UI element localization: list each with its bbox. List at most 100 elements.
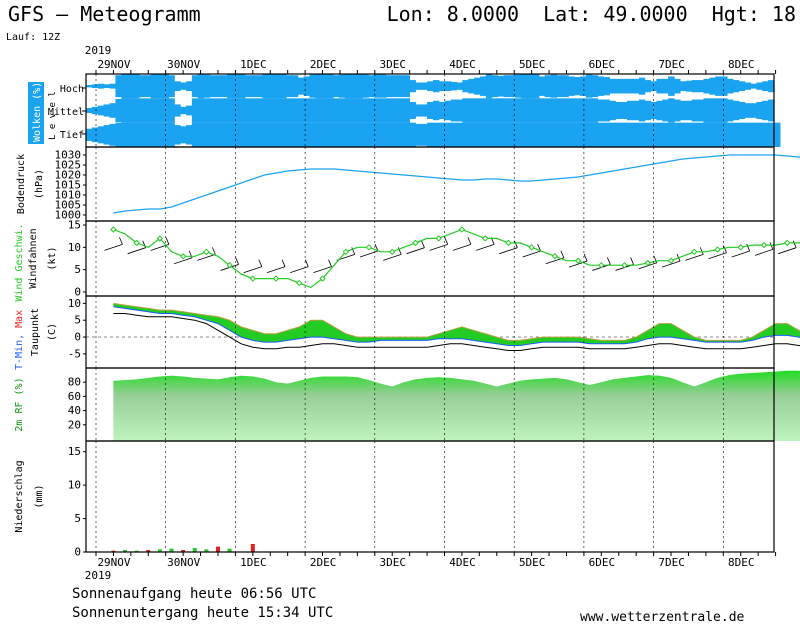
cloud-cell [744,82,752,90]
wind-barb [499,247,518,255]
cloud-cell [233,74,240,99]
wind-barb [173,257,193,265]
dewpoint-line [113,313,800,351]
cloud-cell [715,122,722,147]
wind-barb [792,240,797,248]
cloud-cell [380,74,387,98]
cloud-cell [462,98,469,123]
cloud-cell [180,82,187,90]
cloud-cell [597,122,605,147]
precip-bar [227,548,232,552]
cloud-cell [750,103,757,118]
cloud-cell [568,98,575,123]
cloud-cell [156,98,164,123]
cloud-cell [380,122,387,147]
cloud-cell [168,75,175,98]
cloud-cell [521,98,528,123]
day-label-bottom: 30NOV [167,556,200,569]
cloud-cell [138,122,146,147]
cloud-cell [768,99,775,122]
cloud-cell [109,83,117,89]
cloud-cell [332,122,340,147]
cloud-cell [468,98,475,123]
y-tick-label: 80 [68,376,81,389]
day-label-top: 8DEC [728,58,755,71]
cloud-cell [497,98,505,123]
day-label-top: 7DEC [658,58,685,71]
wind-speed-marker [389,248,396,256]
y-tick-label: 60 [68,390,81,403]
wind-speed-marker [365,244,373,251]
y-tick-label: 20 [68,418,81,431]
y-tick-label: 5 [74,263,81,276]
wind-speed-marker [737,244,744,251]
cloud-cell [209,122,216,147]
wind-barb [211,247,216,255]
cloud-cell [327,74,334,99]
cloud-cell [538,98,546,123]
pressure-frame [85,146,775,222]
wind-barb [754,248,774,256]
cloud-cell [356,122,363,147]
day-label-top: 2DEC [310,58,337,71]
day-label-top: 30NOV [167,58,200,71]
cloud-cell [127,122,134,147]
cloud-cell [197,122,205,147]
cloud-cell [721,76,728,96]
cloud-cell [456,99,463,122]
day-label-bottom: 3DEC [380,556,407,569]
cloud-cell [585,74,593,98]
wind-speed-marker [249,275,257,282]
wind-barb [685,254,704,261]
cloud-cell [768,122,775,147]
cloud-cell [579,98,587,123]
cloud-cell [215,75,222,98]
cloud-cell [244,122,252,147]
cloud-cell [91,106,99,115]
cloud-cell [550,98,558,123]
year-label-bottom: 2019 [85,569,112,582]
cloud-cell [256,122,264,147]
y-tick-label: 10 [68,297,81,310]
cloud-cell [538,76,546,96]
cloud-cell [479,76,487,96]
wind-barb [351,247,356,255]
cloud-cell [233,98,240,123]
day-label-bottom: 4DEC [449,556,476,569]
cloud-cell [515,122,522,147]
cloud-cell [474,98,481,123]
wind-barb [406,247,425,255]
wind-barb [374,243,379,252]
cloud-cell [574,77,581,96]
cloud-cell [656,122,663,147]
cloud-cell [280,74,287,99]
cloud-cell [603,77,610,96]
cloud-cell [579,76,587,96]
cloud-cell [650,81,657,92]
cloud-cell [515,98,522,123]
cloud-cell [691,99,699,122]
cloud-cell [668,76,675,96]
cloud-cell [715,76,722,96]
cloud-cell [180,126,187,144]
cloud-cell [709,77,716,95]
cloud-cell [362,122,369,147]
temperature-ylabel2: Taupunkt [30,308,41,356]
cloud-ylabel: Wolken (%) [32,82,43,142]
cloud-cell [203,74,211,98]
cloud-cell [556,122,563,147]
cloud-cell [356,98,363,123]
cloud-cell [609,78,616,94]
cloud-ylabel2: L e v e l [48,91,58,140]
cloud-cell [521,74,528,99]
day-label-top: 4DEC [449,58,476,71]
cloud-cell [632,122,640,147]
cloud-cell [544,122,552,147]
cloud-cell [374,74,381,98]
cloud-cell [574,98,581,123]
cloud-cell [503,122,510,147]
cloud-cell [315,74,322,99]
cloud-cell [86,128,93,141]
cloud-cell [338,98,346,123]
